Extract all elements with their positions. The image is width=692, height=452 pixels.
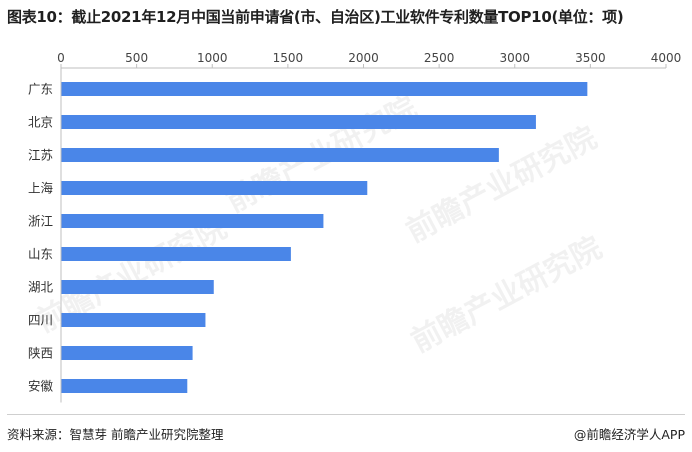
x-tick-label: 2500 — [424, 51, 455, 65]
x-tick-label: 3000 — [499, 51, 530, 65]
category-label: 江苏 — [28, 148, 53, 163]
category-label: 浙江 — [28, 214, 53, 229]
category-label: 四川 — [28, 313, 53, 328]
x-tick-label: 2000 — [348, 51, 379, 65]
bar-湖北 — [61, 280, 214, 294]
bar-陕西 — [61, 346, 193, 360]
x-tick-label: 4000 — [651, 51, 682, 65]
credit-note: @前瞻经济学人APP — [573, 427, 685, 442]
x-tick-label: 3500 — [575, 51, 606, 65]
bar-江苏 — [61, 148, 499, 162]
category-label: 陕西 — [28, 346, 53, 361]
bar-四川 — [61, 313, 206, 327]
chart-title: 图表10：截止2021年12月中国当前申请省(市、自治区)工业软件专利数量TOP… — [7, 8, 624, 26]
category-label: 广东 — [28, 82, 53, 97]
bar-浙江 — [61, 214, 324, 228]
category-label: 上海 — [28, 181, 54, 196]
x-tick-label: 0 — [57, 51, 65, 65]
footer-divider — [7, 414, 685, 415]
x-tick-label: 500 — [125, 51, 148, 65]
source-note: 资料来源：智慧芽 前瞻产业研究院整理 — [7, 427, 224, 442]
bar-安徽 — [61, 379, 188, 393]
bar-上海 — [61, 181, 368, 195]
category-label: 湖北 — [28, 280, 54, 295]
category-label: 安徽 — [28, 379, 54, 394]
x-tick-label: 1500 — [273, 51, 304, 65]
category-label: 北京 — [28, 115, 53, 130]
category-label: 山东 — [28, 247, 53, 262]
bar-广东 — [61, 82, 588, 96]
bar-山东 — [61, 247, 291, 261]
x-tick-label: 1000 — [197, 51, 228, 65]
bar-北京 — [61, 115, 536, 129]
